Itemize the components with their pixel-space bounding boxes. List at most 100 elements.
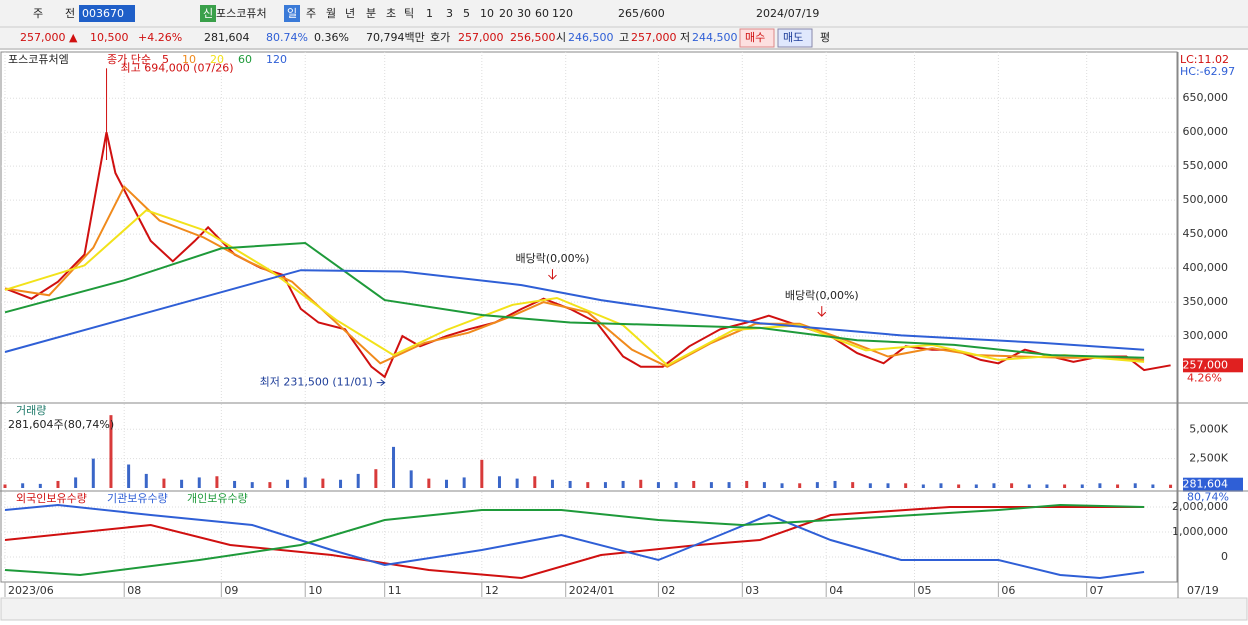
- toolbar-item[interactable]: 120: [552, 7, 573, 20]
- toolbar-item[interactable]: 초: [386, 7, 396, 20]
- volume-bar: [1151, 484, 1155, 488]
- volume-bar: [939, 483, 943, 488]
- volume-bar: [233, 480, 237, 488]
- volume-bar: [1080, 484, 1084, 488]
- buy-button[interactable]: [739, 28, 775, 48]
- low-marker: [376, 379, 386, 387]
- legend-entry[interactable]: 기관보유수량: [107, 492, 168, 505]
- legend-entry[interactable]: 120: [266, 53, 287, 66]
- toolbar-item[interactable]: 주: [306, 7, 316, 20]
- volume-bar: [780, 483, 784, 488]
- toolbar-item[interactable]: 265: [618, 7, 639, 20]
- y-tick-label: 2,000,000: [1172, 500, 1228, 513]
- toolbar-item[interactable]: 분: [366, 7, 376, 20]
- volume-bar: [286, 479, 290, 488]
- toolbar-item[interactable]: 5: [463, 7, 470, 20]
- toolbar-item[interactable]: 3: [446, 7, 453, 20]
- toolbar-item[interactable]: 2024/07/19: [756, 7, 819, 20]
- volume-bar: [762, 482, 766, 488]
- plot-frame: [0, 51, 1178, 583]
- quote-item: 호가: [430, 31, 450, 44]
- volume-bar: [833, 480, 837, 488]
- toolbar-item[interactable]: 주: [33, 7, 43, 20]
- toolbar-item[interactable]: 월: [326, 7, 336, 20]
- quote-item[interactable]: 평: [820, 31, 830, 44]
- legend-entry[interactable]: 개인보유수량: [187, 492, 248, 505]
- toolbar-item[interactable]: 003670: [82, 7, 124, 20]
- chart-title: 포스코퓨처엠: [8, 53, 69, 66]
- x-tick-label: 03: [745, 584, 759, 597]
- x-tick-label: 2023/06: [8, 584, 54, 597]
- annotation: 배당락(0,00%): [516, 252, 590, 265]
- quote-item: 0.36%: [314, 31, 349, 44]
- toolbar-item[interactable]: 포스코퓨처: [216, 7, 267, 20]
- toolbar-item[interactable]: 신: [203, 7, 213, 20]
- volume-bar: [427, 478, 431, 488]
- volume-bar: [745, 480, 749, 488]
- volume-bar: [409, 470, 413, 488]
- x-tick-label: 2024/01: [569, 584, 615, 597]
- sell-button[interactable]: [777, 28, 813, 48]
- volume-bar: [586, 482, 590, 488]
- toolbar-highlight[interactable]: [284, 5, 300, 22]
- volume-bar: [1116, 484, 1120, 488]
- toolbar-item[interactable]: 1: [426, 7, 433, 20]
- toolbar-highlight[interactable]: [200, 5, 216, 22]
- legend-entry[interactable]: 60: [238, 53, 252, 66]
- toolbar-item[interactable]: 일: [287, 6, 297, 20]
- toolbar-item[interactable]: /600: [640, 7, 665, 20]
- x-tick-label: 07: [1090, 584, 1104, 597]
- quote-item[interactable]: 매도: [783, 31, 803, 44]
- volume-bar: [692, 480, 696, 488]
- toolbar-highlight[interactable]: [79, 5, 135, 22]
- toolbar-item[interactable]: 전: [65, 7, 75, 20]
- volume-bar: [215, 476, 219, 488]
- y-tick-label: 300,000: [1183, 329, 1229, 342]
- toolbar-item[interactable]: 20: [499, 7, 513, 20]
- volume-bar: [674, 482, 678, 488]
- toolbar-item[interactable]: 60: [535, 7, 549, 20]
- quote-item: +4.26%: [138, 31, 182, 44]
- x-tick-label: 05: [917, 584, 931, 597]
- legend-entry[interactable]: 20: [210, 53, 224, 66]
- y-tick-label: 400,000: [1183, 261, 1229, 274]
- volume-bar: [851, 482, 855, 488]
- volume-bar: [1063, 484, 1067, 488]
- volume-bar: [709, 482, 713, 488]
- y-tick-label: 450,000: [1183, 227, 1229, 240]
- last-value-box: [1183, 358, 1243, 373]
- toolbar-item[interactable]: 년: [345, 7, 355, 20]
- legend-entry[interactable]: 외국인보유수량: [16, 492, 87, 505]
- quote-item: 70,794백만: [366, 31, 425, 44]
- annotation: 최저 231,500 (11/01): [260, 376, 373, 389]
- volume-bar: [497, 476, 501, 488]
- series-line: [4, 506, 1145, 580]
- legend-title: 종가 단순: [107, 53, 151, 66]
- quote-item: 시: [556, 31, 566, 44]
- volume-bar: [144, 473, 148, 488]
- scrollbar[interactable]: [0, 597, 1248, 621]
- volume-bar: [109, 415, 113, 488]
- series-line: [4, 131, 1171, 379]
- toolbar-item[interactable]: 30: [517, 7, 531, 20]
- volume-bar: [1169, 484, 1173, 488]
- last-value-label: 257,000: [1183, 358, 1229, 371]
- x-tick-label: 12: [485, 584, 499, 597]
- y-tick-label: 650,000: [1183, 91, 1229, 104]
- legend-entry[interactable]: 5: [162, 53, 169, 66]
- toolbar-item[interactable]: 틱: [404, 7, 414, 20]
- toolbar-item[interactable]: 10: [480, 7, 494, 20]
- volume-bar: [268, 482, 272, 488]
- volume-bar: [21, 483, 25, 488]
- y-tick-label: 0: [1221, 550, 1228, 563]
- series-line: [4, 184, 1145, 368]
- legend-entry[interactable]: 10: [182, 53, 196, 66]
- volume-bar: [974, 484, 978, 488]
- volume-bar: [392, 446, 396, 488]
- volume-bar: [180, 479, 184, 488]
- volume-bar: [1098, 483, 1102, 488]
- end-date-label: 07/19: [1187, 584, 1219, 597]
- volume-bar: [1027, 484, 1031, 488]
- quote-item[interactable]: 매수: [745, 31, 765, 44]
